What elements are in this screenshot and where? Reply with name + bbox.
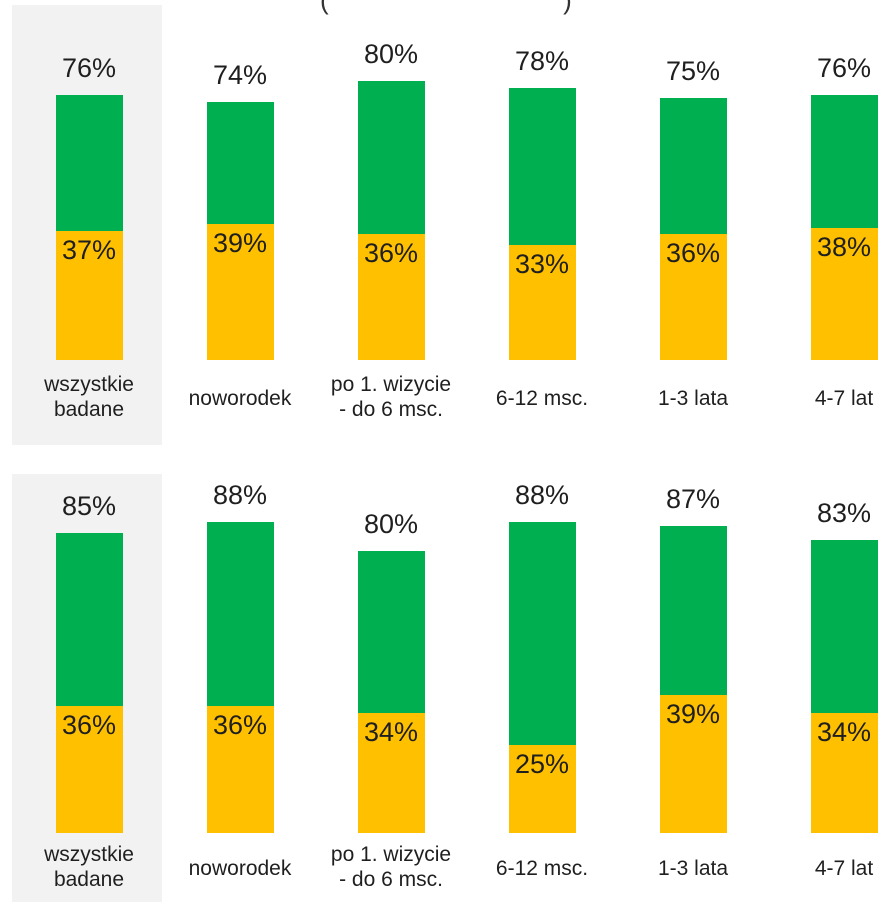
category-label: 1-3 lata — [657, 387, 729, 410]
value-label-subset: 36% — [212, 709, 268, 740]
value-label-subset: 34% — [816, 717, 872, 747]
category-label: wszystkie badane — [44, 843, 134, 891]
bar-subset — [55, 230, 123, 360]
value-label-subset: 36% — [665, 238, 721, 269]
value-label-total: 88% — [514, 480, 570, 511]
category-label: 4-7 lat — [814, 387, 874, 410]
bar-subset — [810, 713, 878, 833]
bar-subset — [659, 695, 727, 833]
bar-subset — [659, 234, 727, 360]
bar-subset — [357, 234, 425, 360]
chart-title-cut: ( ) — [320, 0, 572, 16]
bar-subset — [508, 744, 576, 833]
value-label-subset: 39% — [212, 228, 268, 258]
bar-subset — [810, 227, 878, 360]
title-fragment-left: ( — [320, 0, 329, 15]
value-label-subset: 39% — [665, 699, 721, 730]
value-label-total: 80% — [363, 508, 419, 539]
bar-subset — [206, 705, 274, 833]
value-label-total: 75% — [665, 56, 721, 87]
bar-subset — [55, 705, 123, 833]
value-label-total: 78% — [514, 46, 570, 77]
category-label: noworodek — [188, 857, 292, 880]
category-label: wszystkie badane — [44, 373, 134, 421]
category-label: po 1. wizycie - do 6 msc. — [330, 843, 452, 891]
value-label-total: 83% — [816, 498, 872, 529]
category-label: 6-12 msc. — [495, 387, 589, 410]
value-label-subset: 37% — [61, 234, 117, 265]
value-label-total: 80% — [363, 39, 419, 70]
value-label-subset: 33% — [514, 248, 570, 279]
category-label: po 1. wizycie - do 6 msc. — [330, 373, 452, 421]
value-label-total: 87% — [665, 483, 721, 514]
category-label: 6-12 msc. — [495, 857, 589, 880]
category-label: noworodek — [188, 387, 292, 410]
value-label-subset: 25% — [514, 748, 570, 779]
value-label-total: 85% — [61, 491, 117, 521]
value-label-total: 74% — [212, 59, 268, 90]
value-label-subset: 34% — [363, 717, 419, 747]
value-label-total: 76% — [61, 53, 117, 83]
title-fragment-right: ) — [563, 0, 572, 15]
value-label-subset: 36% — [363, 238, 419, 269]
bar-subset — [357, 713, 425, 833]
category-label: 4-7 lat — [814, 857, 874, 880]
bar-subset — [206, 224, 274, 360]
value-label-total: 76% — [816, 53, 872, 83]
value-label-subset: 36% — [61, 709, 117, 740]
category-label: 1-3 lata — [657, 857, 729, 880]
value-label-total: 88% — [212, 480, 268, 511]
value-label-subset: 38% — [816, 231, 872, 262]
bar-subset — [508, 244, 576, 360]
